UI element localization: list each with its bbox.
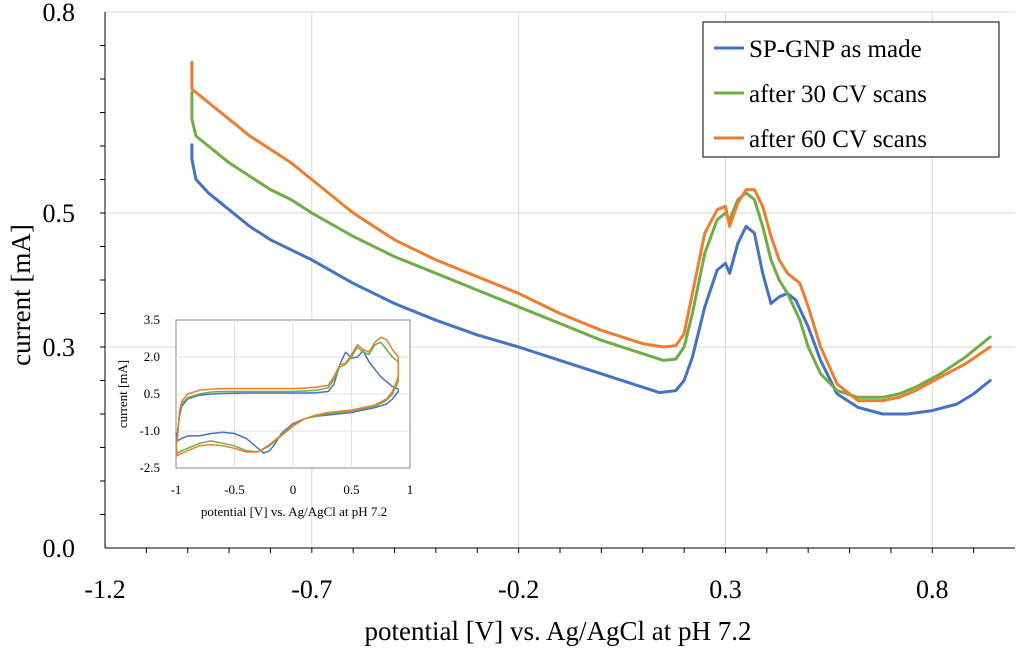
main-series xyxy=(190,60,992,416)
y-tick-label: 0.0 xyxy=(43,534,76,563)
x-tick-label: -1.2 xyxy=(84,575,125,604)
inset-series-line-1 xyxy=(175,350,400,454)
main-axes xyxy=(100,12,1015,553)
inset-y-tick-label: 3.5 xyxy=(144,312,160,327)
inset-x-tick-label: 0 xyxy=(290,482,297,497)
legend-box xyxy=(702,21,1000,158)
legend: SP-GNP as made after 30 CV scans after 60 … xyxy=(702,21,1000,158)
y-tick-label: 0.3 xyxy=(43,333,76,362)
series-line-3 xyxy=(190,60,992,403)
x-tick-label: -0.2 xyxy=(498,575,539,604)
inset-x-tick-label: 0.5 xyxy=(343,482,359,497)
inset-y-tick-label: 2.0 xyxy=(144,349,160,364)
x-tick-label: 0.8 xyxy=(916,575,949,604)
inset-y-tick-label: 0.5 xyxy=(144,386,160,401)
x-axis-label: potential [V] vs. Ag/AgCl at pH 7.2 xyxy=(365,616,752,646)
x-tick-label: -0.7 xyxy=(291,575,332,604)
legend-label-2: after 30 CV scans xyxy=(749,81,927,108)
inset-x-tick-label: 1 xyxy=(407,482,414,497)
inset-chart: -1 -0.5 0 0.5 1 3.5 2.0 0.5 -1.0 -2.5 potential [… xyxy=(115,312,413,519)
y-tick-label: 0.8 xyxy=(43,0,76,27)
inset-tick-labels: -1 -0.5 0 0.5 1 3.5 2.0 0.5 -1.0 -2.5 xyxy=(139,312,413,497)
inset-x-tick-label: -0.5 xyxy=(224,482,245,497)
series-line-1 xyxy=(190,143,992,416)
legend-label-3: after 60 CV scans xyxy=(749,126,927,153)
y-axis-label: current [mA] xyxy=(6,224,36,366)
legend-label-1: SP-GNP as made xyxy=(749,36,922,63)
main-tick-labels: -1.2 -0.7 -0.2 0.3 0.8 0.0 0.3 0.5 0.8 xyxy=(43,0,949,604)
series-line-2 xyxy=(190,90,992,399)
inset-y-tick-label: -2.5 xyxy=(139,460,160,475)
inset-y-tick-label: -1.0 xyxy=(139,423,160,438)
inset-series-line-3 xyxy=(175,336,400,457)
inset-y-axis-label: current [mA] xyxy=(115,360,130,428)
inset-series xyxy=(175,336,400,457)
inset-x-tick-label: -1 xyxy=(171,482,182,497)
inset-series-line-2 xyxy=(175,341,400,454)
y-tick-label: 0.5 xyxy=(43,199,76,228)
x-tick-label: 0.3 xyxy=(709,575,742,604)
inset-x-axis-label: potential [V] vs. Ag/AgCl at pH 7.2 xyxy=(201,504,387,519)
